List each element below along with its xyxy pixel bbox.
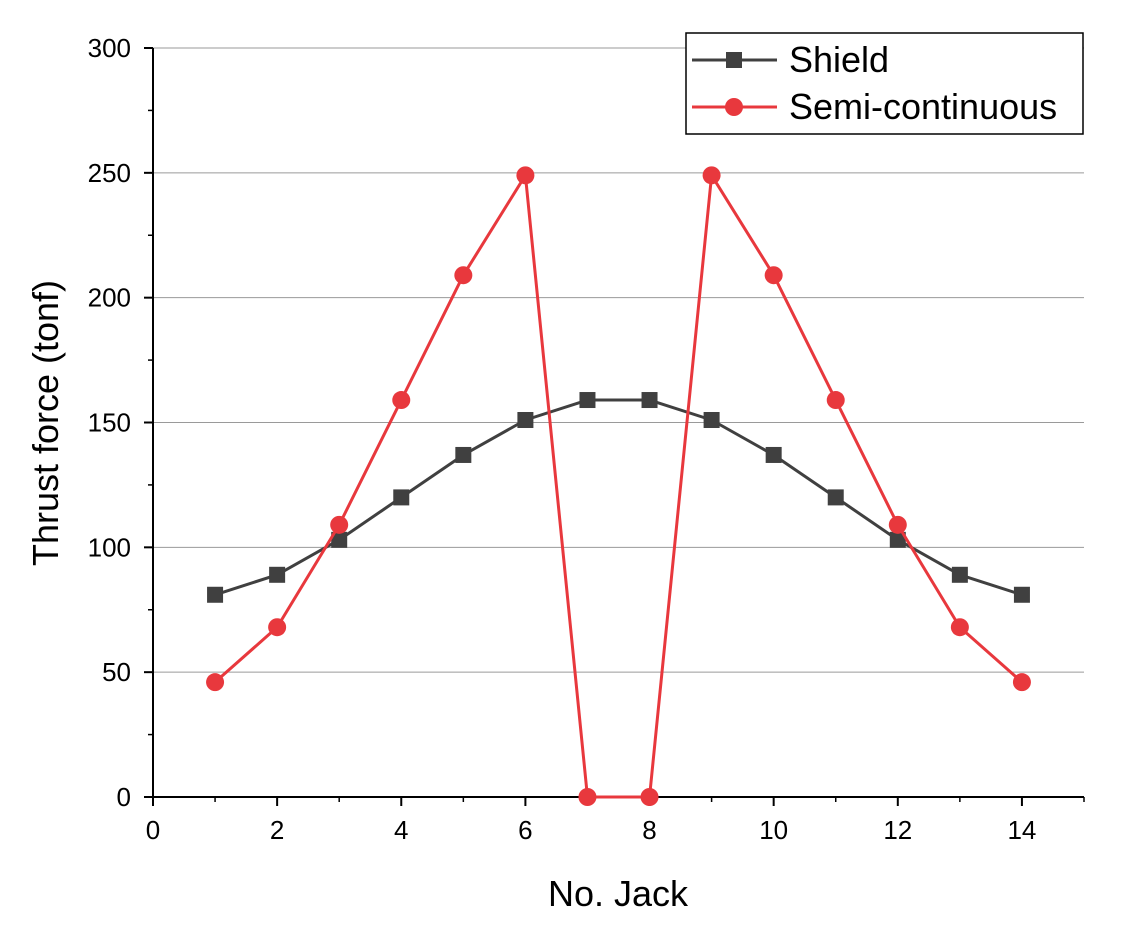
point-semi-continuous-3 [330,515,349,534]
series-line-shield [214,398,1023,597]
series-layer [206,166,1031,806]
y-tick-label-0: 0 [117,782,131,812]
y-tick-label-50: 50 [102,657,131,687]
point-shield-1 [207,586,224,603]
x-tick-label-6: 6 [518,815,532,845]
point-shield-2 [269,566,286,583]
x-tick-label-8: 8 [642,815,656,845]
ticks: 0 50 100 150 200 250 300 0 2 4 6 8 10 12 14 [88,33,1085,845]
point-semi-continuous-13 [950,618,969,637]
point-semi-continuous-9 [702,166,721,185]
point-semi-continuous-6 [516,166,535,185]
point-shield-4 [393,489,410,506]
series-semi-continuous [206,166,1031,806]
point-shield-6 [517,412,534,429]
point-shield-11 [827,489,844,506]
y-tick-label-250: 250 [88,158,131,188]
point-semi-continuous-12 [888,515,907,534]
x-tick-label-4: 4 [394,815,408,845]
point-shield-5 [455,446,472,463]
point-semi-continuous-10 [764,266,783,285]
y-tick-label-150: 150 [88,408,131,438]
grid-lines [153,47,1084,673]
x-tick-label-2: 2 [270,815,284,845]
x-axis-title: No. Jack [548,873,689,914]
x-tick-label-12: 12 [883,815,912,845]
legend-marker-semi-continuous [725,98,743,116]
point-shield-8 [641,392,658,409]
point-semi-continuous-14 [1012,673,1031,692]
point-semi-continuous-4 [392,391,411,410]
y-tick-label-100: 100 [88,532,131,562]
point-semi-continuous-2 [268,618,287,637]
legend-marker-shield [726,52,742,68]
legend-label-semi-continuous: Semi-continuous [789,86,1057,127]
x-tick-label-14: 14 [1007,815,1036,845]
point-shield-9 [703,412,720,429]
y-tick-label-200: 200 [88,283,131,313]
point-shield-7 [579,392,596,409]
y-axis-title: Thrust force (tonf) [25,280,66,566]
series-line-semi-continuous [214,173,1023,799]
point-shield-14 [1013,586,1030,603]
x-tick-label-10: 10 [759,815,788,845]
series-shield [207,392,1030,603]
x-tick-label-0: 0 [146,815,160,845]
legend-box [685,32,1084,135]
point-shield-10 [765,446,782,463]
point-semi-continuous-11 [826,391,845,410]
point-semi-continuous-8 [640,788,659,806]
point-semi-continuous-1 [206,673,225,692]
legend: Shield Semi-continuous [685,32,1084,135]
point-shield-3 [331,531,348,548]
y-tick-label-300: 300 [88,33,131,63]
point-shield-12 [889,531,906,548]
point-semi-continuous-7 [578,788,597,806]
legend-label-shield: Shield [789,39,889,80]
point-semi-continuous-5 [454,266,473,285]
point-shield-13 [951,566,968,583]
